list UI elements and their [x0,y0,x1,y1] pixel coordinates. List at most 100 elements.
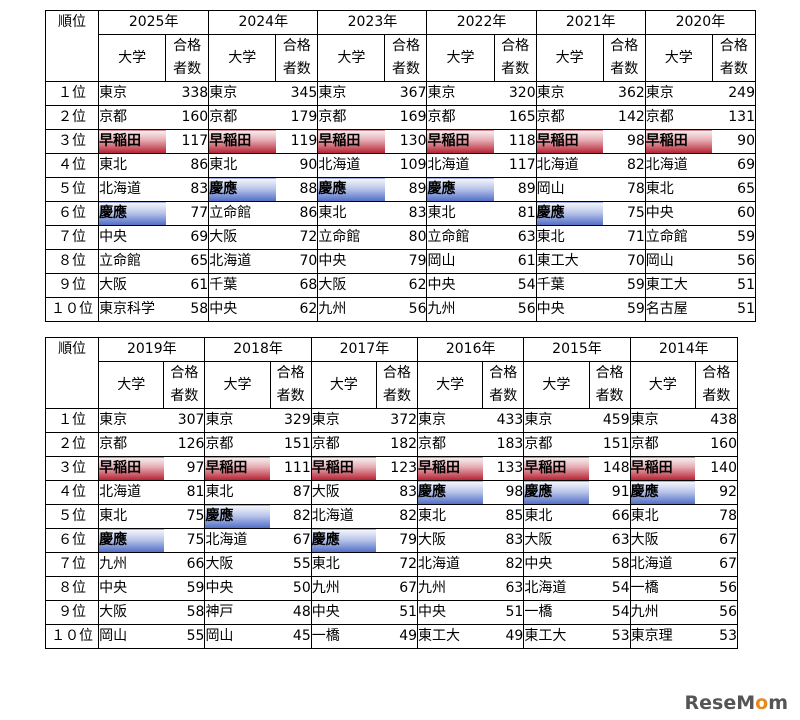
university-cell: 京都 [426,105,495,130]
count-cell: 58 [163,600,206,625]
university-cell: 北海道 [523,576,589,601]
university-cell: 東北 [204,480,271,505]
university-cell: 東工大 [644,273,713,298]
year-header: 2023年 [317,10,428,35]
university-cell: 一橋 [629,576,696,601]
count-cell: 54 [494,273,537,298]
count-cell: 438 [695,408,739,433]
university-cell: 東京 [629,408,696,433]
count-cell: 160 [165,105,210,130]
year-header: 2014年 [629,337,739,362]
university-cell: 東京科学 [98,297,166,322]
table-row: ６位 慶應 77 立命館 86 東北 83 東北 81 慶應 75 中央 60 [44,201,757,226]
rank-label: １位 [44,81,100,106]
count-cell: 62 [384,273,428,298]
table-row: ３位 早稲田 97 早稲田 111 早稲田 123 早稲田 133 早稲田 148 早稲田 140 [44,456,739,481]
university-cell: 早稲田 [535,129,604,154]
count-cell: 78 [695,504,739,529]
count-cell: 67 [695,552,739,577]
count-cell: 78 [603,177,646,202]
count-header-top: 合格 [375,361,419,385]
count-header-bottom: 者数 [163,385,206,409]
table-row: ９位 大阪 58 神戸 48 中央 51 中央 51 一橋 54 九州 56 [44,600,739,625]
university-cell: 東京 [523,408,589,433]
table-row: １位 東京 338 東京 345 東京 367 東京 320 東京 362 東京 249 [44,81,757,106]
university-header: 大学 [535,34,604,82]
resemom-logo: ReseMom [684,692,789,714]
count-cell: 81 [163,480,206,505]
university-cell: 京都 [204,432,271,457]
university-header: 大学 [208,34,277,82]
university-header: 大学 [523,361,590,409]
column-header-row: 大学 合格 大学 合格 大学 合格 大学 合格 大学 合格 大学 合格 [46,34,757,82]
year-header: 2015年 [523,337,631,362]
count-cell: 75 [163,528,206,553]
count-cell: 48 [270,600,312,625]
count-cell: 130 [384,129,428,154]
university-cell: 京都 [98,432,164,457]
count-cell: 82 [482,552,525,577]
rank-label: ７位 [44,225,100,250]
university-cell: 東京 [535,81,604,106]
university-cell: 九州 [310,576,377,601]
count-cell: 58 [165,297,210,322]
count-cell: 59 [603,273,646,298]
university-header: 大学 [98,361,165,409]
count-cell: 117 [494,153,537,178]
count-cell: 51 [376,600,419,625]
university-cell: 岡山 [426,249,495,274]
university-cell: 名古屋 [644,297,713,322]
ranking-table-2020-2025: 順位 2025年 2024年 2023年 2022年 2021年 2020年 大学 合格 大学 合格… [44,10,757,322]
count-cell: 179 [275,105,319,130]
university-cell: 九州 [426,297,495,322]
year-header: 2021年 [535,10,646,35]
university-header: 大学 [204,361,271,409]
university-cell: 早稲田 [208,129,276,154]
university-header: 大学 [644,34,713,82]
university-cell: 中央 [426,273,495,298]
table-row: ８位 中央 59 中央 50 九州 67 九州 63 北海道 54 一橋 56 [44,576,739,601]
university-cell: 早稲田 [98,129,166,154]
university-cell: 慶應 [317,177,385,202]
count-cell: 459 [589,408,631,433]
count-cell: 82 [603,153,646,178]
university-cell: 九州 [629,600,696,625]
university-cell: 中央 [535,297,604,322]
count-cell: 140 [695,456,739,481]
university-cell: 早稲田 [426,129,495,154]
university-cell: 東北 [98,504,164,529]
count-cell: 56 [712,249,757,274]
rank-label: １０位 [44,624,100,649]
count-cell: 65 [165,249,210,274]
university-cell: 大阪 [523,528,589,553]
count-cell: 70 [603,249,646,274]
university-cell: 大阪 [98,273,166,298]
university-cell: 北海道 [426,153,495,178]
university-cell: 京都 [208,105,276,130]
count-cell: 169 [384,105,428,130]
count-cell: 59 [163,576,206,601]
university-cell: 早稲田 [317,129,385,154]
university-cell: 慶應 [523,480,589,505]
count-cell: 66 [163,552,206,577]
count-header-bottom: 者数 [711,58,757,82]
count-cell: 61 [494,249,537,274]
year-header: 2018年 [204,337,312,362]
university-cell: 東京 [98,81,166,106]
count-cell: 89 [494,177,537,202]
university-cell: 慶應 [426,177,495,202]
count-cell: 82 [270,504,312,529]
count-cell: 49 [376,624,419,649]
count-cell: 59 [712,225,757,250]
count-header-bottom: 者数 [275,58,319,82]
university-cell: 中央 [417,600,483,625]
count-cell: 51 [482,600,525,625]
count-cell: 55 [270,552,312,577]
university-cell: 慶應 [98,201,166,226]
year-header: 2019年 [98,337,206,362]
table-row: ５位 北海道 83 慶應 88 慶應 89 慶應 89 岡山 78 東北 65 [44,177,757,202]
university-cell: 京都 [317,105,385,130]
rank-label: ８位 [44,249,100,274]
rank-label: １位 [44,408,100,433]
count-cell: 51 [712,273,757,298]
